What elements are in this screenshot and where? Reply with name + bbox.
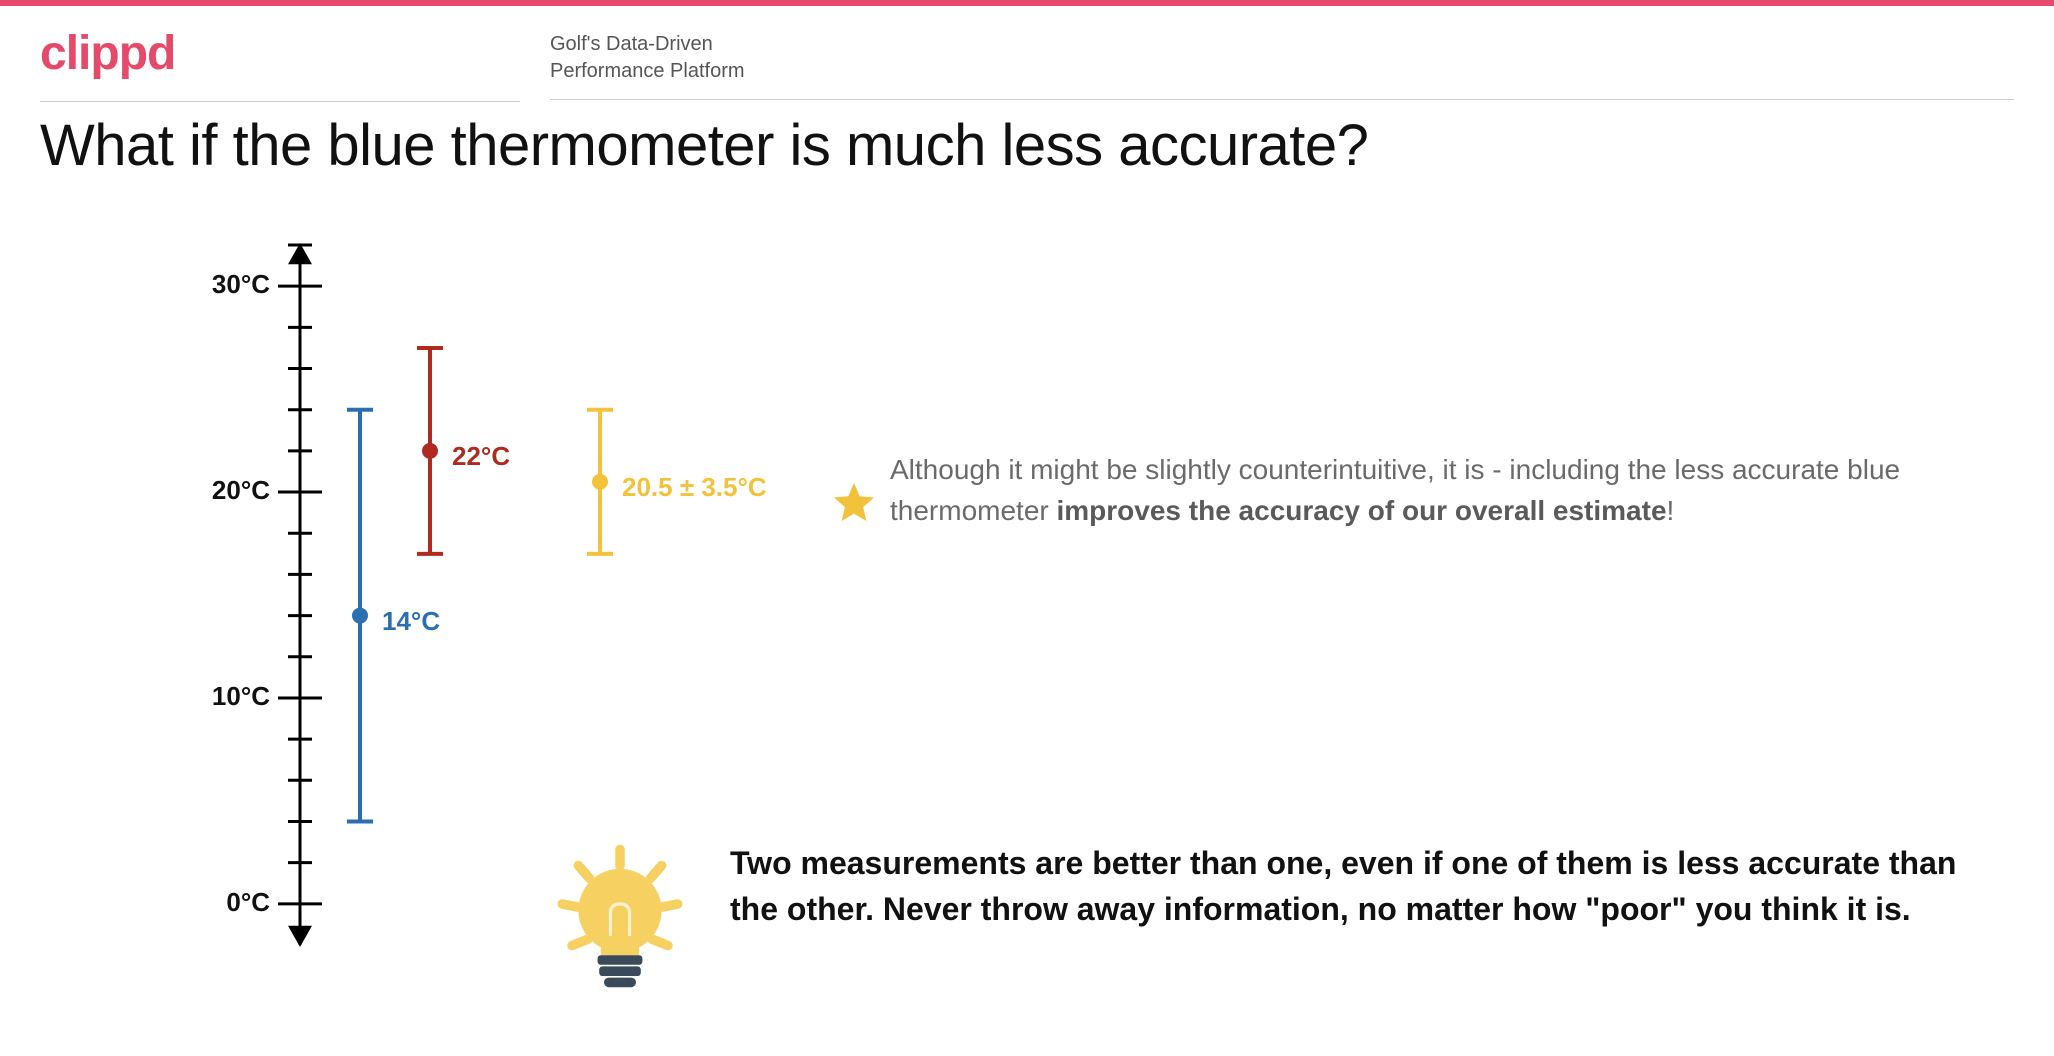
subtitle-line1: Golf's Data-Driven bbox=[550, 31, 2014, 58]
lightbulb-icon bbox=[540, 840, 700, 1005]
subtitle-line2: Performance Platform bbox=[550, 58, 2014, 85]
axis-tick-label: 0°C bbox=[190, 887, 270, 918]
series-label-blue: 14°C bbox=[382, 606, 440, 637]
top-accent-bar bbox=[0, 0, 2054, 6]
star-icon bbox=[830, 480, 878, 533]
page-title: What if the blue thermometer is much les… bbox=[40, 112, 1368, 179]
header-subtitle: Golf's Data-Driven Performance Platform bbox=[550, 23, 2014, 100]
axis-tick-label: 10°C bbox=[190, 681, 270, 712]
para-post: ! bbox=[1667, 495, 1675, 526]
series-label-yellow: 20.5 ± 3.5°C bbox=[622, 472, 767, 503]
series-label-red: 22°C bbox=[452, 441, 510, 472]
explanation-paragraph: Although it might be slightly counterint… bbox=[890, 450, 1950, 531]
takeaway-text: Two measurements are better than one, ev… bbox=[730, 840, 1960, 933]
para-bold: improves the accuracy of our overall est… bbox=[1057, 495, 1667, 526]
header: clippd Golf's Data-Driven Performance Pl… bbox=[40, 20, 2014, 102]
logo-text: clippd bbox=[40, 26, 520, 81]
axis-tick-label: 30°C bbox=[190, 269, 270, 300]
logo-container: clippd bbox=[40, 20, 520, 102]
axis-tick-label: 20°C bbox=[190, 475, 270, 506]
